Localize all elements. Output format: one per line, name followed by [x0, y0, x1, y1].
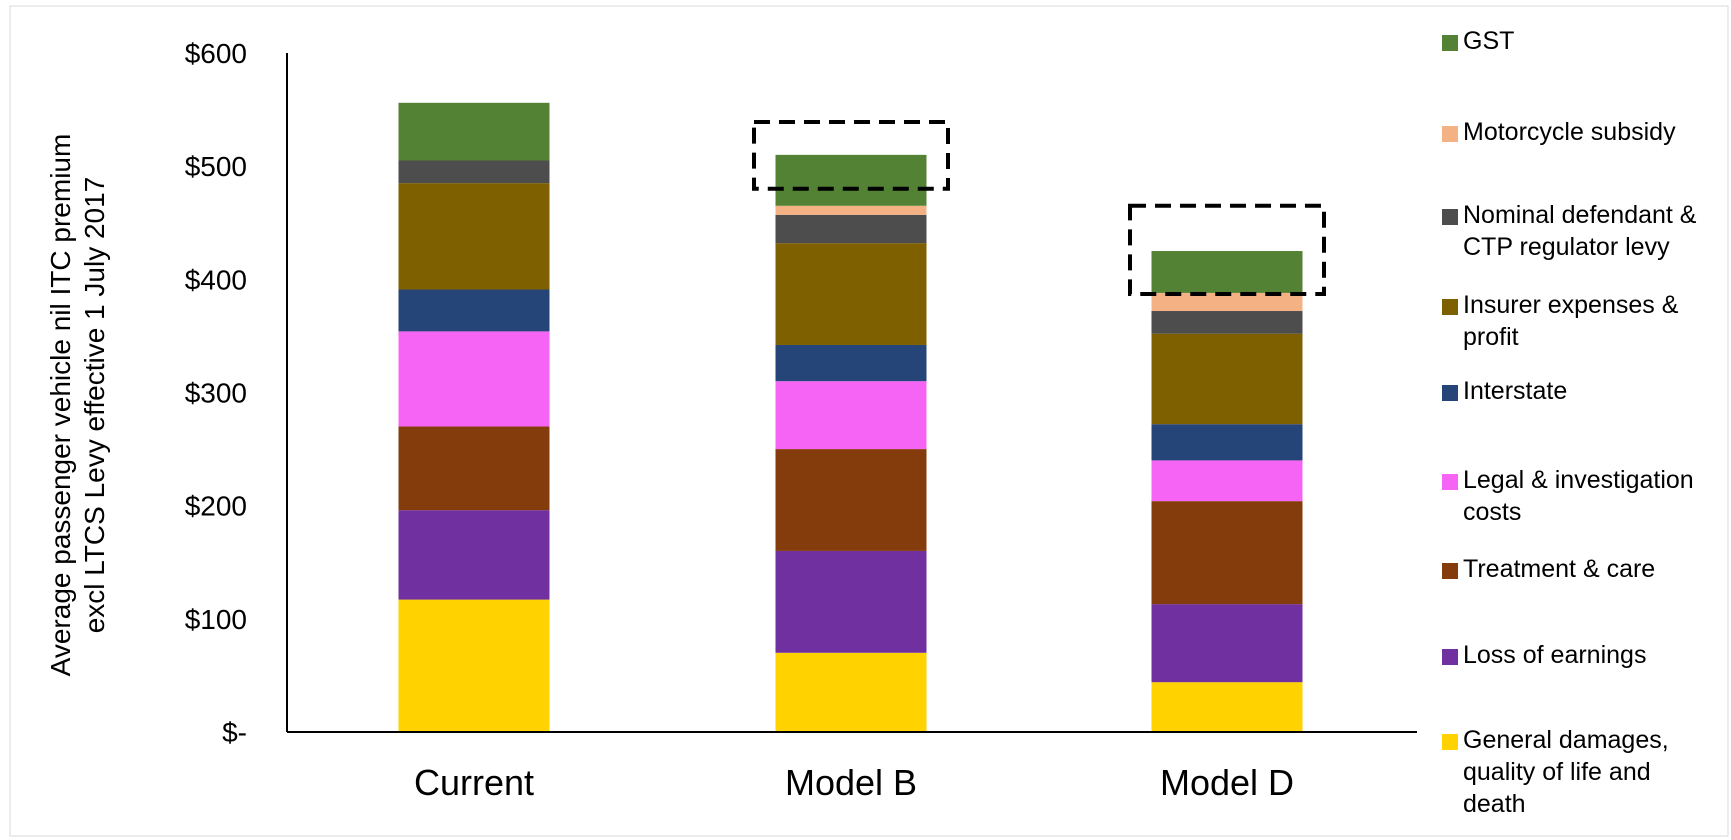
bars	[398, 102, 1303, 732]
bar-segment	[1151, 460, 1303, 502]
bar-segment	[398, 599, 550, 732]
legend-swatch	[1442, 209, 1458, 225]
bar-segment	[398, 183, 550, 290]
bar-segment	[775, 214, 927, 244]
y-axis-label: Average passenger vehicle nil ITC premiu…	[45, 134, 110, 677]
axes	[286, 53, 1417, 733]
y-tick-label: $200	[185, 491, 247, 522]
y-axis-ticks: $600 $500 $400 $300 $200 $100 $-	[185, 38, 247, 748]
bar-segment	[398, 331, 550, 427]
legend-label: General damages,	[1463, 726, 1669, 754]
bar-segment	[775, 243, 927, 345]
legend-label: Motorcycle subsidy	[1463, 118, 1676, 146]
legend-swatch	[1442, 126, 1458, 142]
bar-segment	[775, 344, 927, 382]
x-category-label: Current	[414, 762, 534, 803]
legend-swatch	[1442, 649, 1458, 665]
legend-label: Loss of earnings	[1463, 641, 1646, 669]
x-category-label: Model B	[785, 762, 917, 803]
legend: GST Motorcycle subsidy Nominal defendant &…	[1442, 27, 1697, 818]
bar-segment	[398, 102, 550, 161]
legend-label: Nominal defendant &	[1463, 201, 1697, 229]
x-category-label: Model D	[1160, 762, 1294, 803]
y-tick-label: $400	[185, 264, 247, 295]
legend-label: death	[1463, 790, 1526, 818]
bar-segment	[775, 652, 927, 732]
bar-segment	[775, 205, 927, 215]
highlight-boxes	[752, 120, 1326, 297]
legend-label: Legal & investigation	[1463, 466, 1694, 494]
bar-segment	[1151, 333, 1303, 425]
legend-label: Interstate	[1463, 377, 1567, 405]
y-tick-label: $300	[185, 378, 247, 409]
legend-label: quality of life and	[1463, 758, 1651, 786]
y-axis-label-line-1: Average passenger vehicle nil ITC premiu…	[45, 134, 76, 677]
bar-segment	[775, 449, 927, 551]
highlight-box	[752, 120, 950, 191]
y-tick-label: $-	[222, 717, 247, 748]
legend-swatch	[1442, 563, 1458, 579]
bar-segment	[1151, 682, 1303, 732]
legend-label: Insurer expenses &	[1463, 291, 1679, 319]
legend-swatch	[1442, 734, 1458, 750]
bar-segment	[1151, 311, 1303, 334]
legend-label: Treatment & care	[1463, 555, 1655, 583]
bar-segment	[398, 160, 550, 184]
legend-swatch	[1442, 299, 1458, 315]
y-tick-label: $500	[185, 151, 247, 182]
legend-swatch	[1442, 35, 1458, 51]
bar-segment	[1151, 424, 1303, 461]
highlight-box	[1128, 203, 1326, 297]
bar-segment	[398, 426, 550, 511]
bar-segment	[1151, 501, 1303, 605]
bar-segment	[398, 510, 550, 600]
y-tick-label: $600	[185, 38, 247, 69]
y-axis-label-line-2: excl LTCS Levy effective 1 July 2017	[79, 177, 110, 634]
bar-segment	[398, 289, 550, 332]
y-tick-label: $100	[185, 604, 247, 635]
bar-segment	[1151, 292, 1303, 312]
legend-label: profit	[1463, 323, 1519, 351]
legend-label: costs	[1463, 498, 1521, 526]
bar-segment	[775, 154, 927, 206]
bar-segment	[775, 550, 927, 653]
legend-label: CTP regulator levy	[1463, 233, 1670, 261]
bar-segment	[775, 381, 927, 450]
bar-segment	[1151, 604, 1303, 683]
category-labels: Current Model B Model D	[414, 762, 1294, 803]
legend-label: GST	[1463, 27, 1514, 55]
bar-segment	[1151, 251, 1303, 293]
legend-swatch	[1442, 385, 1458, 401]
legend-swatch	[1442, 474, 1458, 490]
